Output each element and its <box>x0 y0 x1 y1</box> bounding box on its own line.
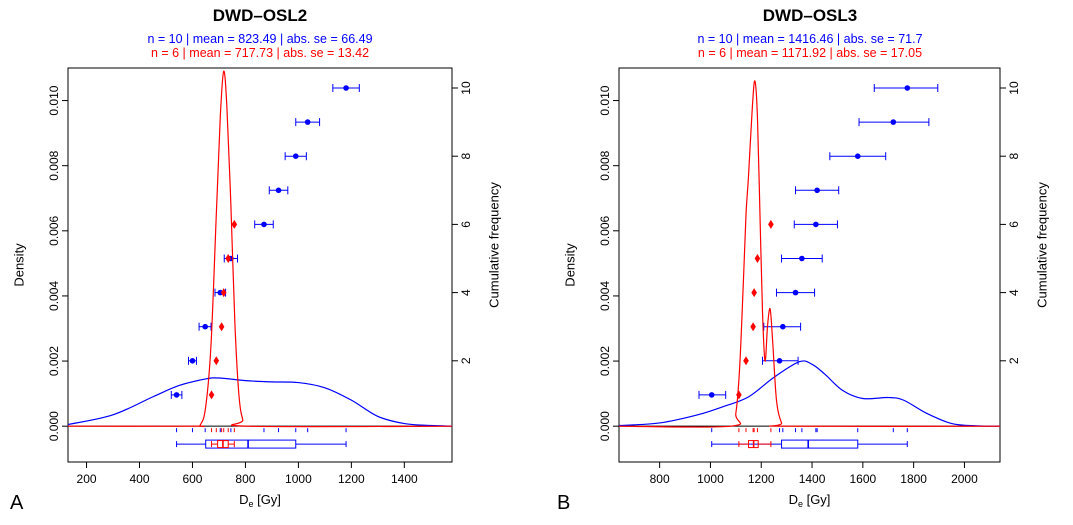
panel-b-point-blue <box>890 119 897 125</box>
panel-a-label: A <box>10 492 24 514</box>
panel-b-xtick-label: 2000 <box>951 472 978 486</box>
panel-a-xtick-label: 1200 <box>338 472 365 486</box>
panel-b-point-red <box>751 288 757 298</box>
panel-a-point-red <box>231 219 238 229</box>
panel-a-ylabel-left: Density <box>11 243 26 287</box>
panel-a-point-red <box>208 390 215 400</box>
panel-a-xtick-label: 800 <box>235 472 255 486</box>
panel-b-ylabel-right: Cumulative frequency <box>1034 182 1049 308</box>
panel-b-rtick-label: 10 <box>1007 81 1021 95</box>
panel-a-point-blue <box>275 187 282 194</box>
panel-b-stats-red: n = 6 | mean = 1171.92 | abs. se = 17.05 <box>697 46 923 60</box>
panel-a-point-blue <box>202 323 208 330</box>
panel-b-xtick-label: 1000 <box>697 472 724 486</box>
panel-b-point-red <box>750 322 756 332</box>
panel-a-xtick-label: 600 <box>182 472 202 486</box>
panel-b-point-blue <box>799 255 805 262</box>
panel-b-xtick-label: 1200 <box>748 472 775 486</box>
panel-a-frame <box>67 67 453 463</box>
panel-b-rtick-label: 8 <box>1007 153 1021 160</box>
panel-b-point-red <box>743 356 749 366</box>
panel-a-rtick-label: 10 <box>459 81 473 95</box>
panel-b-xtick-label: 800 <box>650 472 670 486</box>
panel-b-point-blue <box>780 323 786 330</box>
panel-a-title: DWD–OSL2 <box>212 6 308 25</box>
panel-b-density-blue <box>619 360 1000 427</box>
panel-a-point-red <box>220 288 227 298</box>
panel-a-ytick-label: 0.002 <box>47 346 61 376</box>
panel-a-point-blue <box>343 85 349 91</box>
panel-a-ytick-label: 0.000 <box>47 411 61 441</box>
panel-b-xtick-label: 1400 <box>799 472 826 486</box>
panel-b-title: DWD–OSL3 <box>762 6 858 25</box>
panel-a-rtick-label: 4 <box>459 289 473 296</box>
panel-b-frame <box>618 67 1001 463</box>
panel-b-density-red <box>619 80 1000 428</box>
panel-b-point-blue <box>814 187 820 194</box>
panel-b-point-red <box>768 219 774 229</box>
panel-b-ylabel-left: Density <box>562 243 577 287</box>
panel-b-ytick-label: 0.004 <box>598 281 612 311</box>
panel-b-ytick-label: 0.010 <box>598 85 612 115</box>
panel-b-ytick-label: 0.008 <box>598 150 612 180</box>
panel-a-ytick-label: 0.010 <box>47 85 61 115</box>
panel-a-point-red <box>218 322 225 332</box>
panel-b-label: B <box>557 492 571 514</box>
panel-a-ytick-label: 0.004 <box>47 281 61 311</box>
panel-b-ytick-label: 0.002 <box>598 346 612 376</box>
panel-b-point-blue <box>854 153 861 159</box>
panel-a-header: DWD–OSL2 n = 10 | mean = 823.49 | abs. s… <box>70 6 450 60</box>
panel-b-point-red <box>754 254 761 263</box>
panel-a-point-blue <box>173 392 180 398</box>
panel-b-ytick-label: 0.006 <box>598 215 612 245</box>
panel-b-point-blue <box>904 85 911 91</box>
panel-a-stats-red: n = 6 | mean = 717.73 | abs. se = 13.42 <box>150 46 370 60</box>
panel-b-xtick-label: 1800 <box>900 472 927 486</box>
panel-a-ylabel-right: Cumulative frequency <box>486 182 501 308</box>
panel-b-xlabel: De [Gy] <box>789 492 831 509</box>
panel-b-point-red <box>736 390 742 400</box>
panel-a-rtick-label: 6 <box>459 221 473 228</box>
panel-a-xlabel: De [Gy] <box>239 492 281 509</box>
panel-a-point-red <box>213 356 220 366</box>
panel-b-rtick-label: 2 <box>1007 357 1021 364</box>
panel-b-rtick-label: 4 <box>1007 289 1021 296</box>
panel-a-xtick-label: 1000 <box>285 472 312 486</box>
panel-a-rtick-label: 2 <box>459 357 473 364</box>
panel-a-point-blue <box>261 221 267 228</box>
panel-a-xtick-label: 400 <box>129 472 149 486</box>
panel-b-point-blue <box>776 358 783 364</box>
panel-a-ytick-label: 0.008 <box>47 150 61 180</box>
panel-a-point-blue <box>292 153 299 159</box>
panel-a-density-red <box>68 70 452 428</box>
panel-a-point-blue <box>189 358 196 364</box>
panel-a-box-blue <box>205 439 297 449</box>
panel-b-point-blue <box>792 289 799 296</box>
panel-a-point-red <box>225 254 232 263</box>
panel-b-box-blue <box>781 439 859 449</box>
panel-a-ytick-label: 0.006 <box>47 215 61 245</box>
panel-a-point-blue <box>304 119 311 125</box>
panel-b-rtick-label: 6 <box>1007 221 1021 228</box>
panel-b-header: DWD–OSL3 n = 10 | mean = 1416.46 | abs. … <box>620 6 1000 60</box>
panel-b-point-blue <box>813 221 819 228</box>
panel-b-point-blue <box>708 392 715 398</box>
panel-b-stats-blue: n = 10 | mean = 1416.46 | abs. se = 71.7 <box>697 32 923 46</box>
panel-b-xtick-label: 1600 <box>849 472 876 486</box>
panel-a-point-blue <box>217 289 224 296</box>
panel-b-ytick-label: 0.000 <box>598 411 612 441</box>
panel-a-xtick-label: 200 <box>77 472 97 486</box>
panel-a-rtick-label: 8 <box>459 153 473 160</box>
panel-a-stats-blue: n = 10 | mean = 823.49 | abs. se = 66.49 <box>147 32 373 46</box>
panel-a-density-blue <box>68 377 452 427</box>
panel-a-xtick-label: 1400 <box>391 472 418 486</box>
